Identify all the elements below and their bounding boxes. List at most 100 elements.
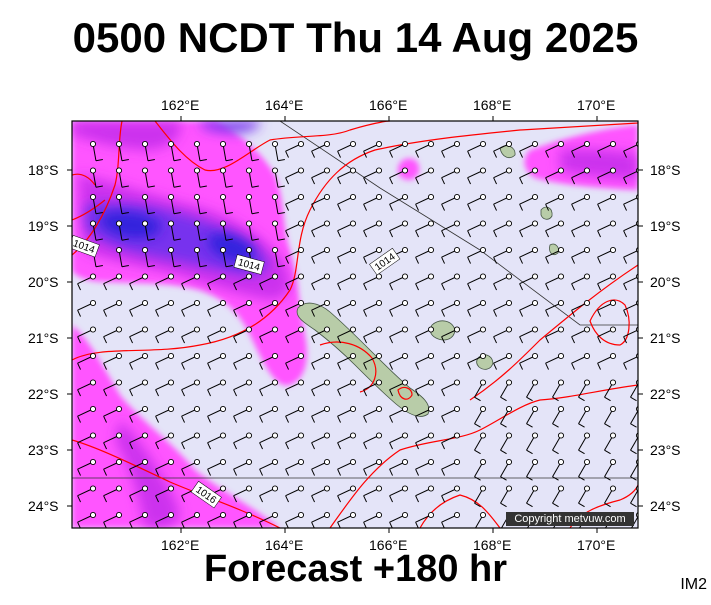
wind-barb-station: [505, 379, 513, 386]
lon-label-top: 164°E: [265, 97, 304, 113]
wind-barb-station: [141, 326, 149, 333]
wind-barb-feather: [129, 283, 134, 291]
wind-barb-station: [89, 326, 97, 333]
wind-barb-feather: [277, 185, 285, 188]
wind-barb-feather: [285, 203, 290, 211]
wind-barb-feather: [578, 396, 585, 402]
wind-barb-feather: [259, 336, 264, 344]
wind-barb-feather: [225, 185, 233, 188]
wind-barb-station: [271, 299, 279, 307]
wind-barb-station: [297, 352, 305, 360]
wind-barb-station: [557, 405, 565, 413]
wind-barb-feather: [103, 336, 108, 344]
wind-barb-feather: [623, 362, 628, 370]
wind-barb-station: [609, 352, 617, 360]
wind-barb-feather: [363, 495, 368, 503]
wind-barb-feather: [173, 238, 181, 241]
wind-barb-feather: [77, 415, 82, 423]
wind-barb-station: [375, 405, 383, 413]
wind-barb-feather: [207, 362, 212, 370]
wind-barb-feather: [207, 415, 212, 423]
wind-barb-station: [609, 140, 617, 148]
wind-barb-feather: [500, 396, 507, 402]
wind-barb-feather: [363, 389, 368, 397]
wind-barb-station: [297, 511, 305, 519]
wind-barb-station: [479, 485, 487, 492]
lat-label-right: 19°S: [650, 218, 681, 234]
wind-barb-station: [505, 220, 513, 227]
wind-barb-feather: [155, 362, 160, 370]
wind-barb-feather: [597, 309, 602, 317]
wind-barb-station: [635, 512, 638, 518]
wind-barb-feather: [147, 212, 155, 215]
wind-barb-feather: [225, 238, 233, 241]
wind-barb-station: [453, 352, 461, 360]
wind-barb-feather: [277, 212, 285, 215]
wind-barb-station: [427, 432, 435, 439]
wind-barb-feather: [173, 185, 181, 188]
wind-barb-station: [245, 458, 253, 466]
wind-barb-feather: [311, 389, 316, 397]
wind-barb-feather: [233, 309, 238, 317]
wind-barb-feather: [500, 502, 507, 508]
wind-barb-feather: [493, 150, 498, 158]
wind-barb-station: [505, 246, 513, 254]
wind-barb-station: [245, 352, 253, 360]
wind-barb-station: [297, 140, 305, 148]
wind-barb-station: [89, 140, 97, 148]
wind-barb-feather: [441, 336, 446, 344]
wind-barb-station: [453, 193, 461, 201]
wind-barb-feather: [571, 150, 576, 158]
tick-marks: [67, 116, 643, 533]
wind-barb-station: [479, 511, 487, 519]
wind-barb-station: [557, 167, 565, 174]
wind-barb-feather: [571, 177, 576, 185]
wind-barb-feather: [225, 265, 233, 268]
wind-barb-station: [193, 193, 201, 201]
wind-barb-station: [505, 432, 513, 439]
wind-barb-station: [167, 273, 175, 280]
wind-barb-station: [141, 273, 149, 280]
wind-barb-station: [115, 511, 123, 519]
wind-barb-feather: [467, 177, 472, 185]
wind-barb-station: [583, 299, 591, 307]
wind-barb-feather: [389, 230, 394, 238]
wind-barb-station: [323, 220, 331, 227]
wind-barb-station: [531, 352, 539, 360]
wind-barb-station: [167, 379, 175, 386]
wind-barb-station: [453, 326, 461, 333]
wind-barb-feather: [527, 530, 533, 534]
wind-barb-feather: [571, 362, 576, 370]
wind-barb-feather: [415, 177, 420, 185]
wind-barb-feather: [441, 495, 446, 503]
wind-barb-feather: [121, 159, 129, 162]
wind-barb-feather: [500, 449, 507, 455]
wind-barb-feather: [285, 415, 290, 423]
wind-barb-station: [219, 432, 227, 439]
wind-barb-feather: [121, 185, 129, 188]
wind-barb-station: [427, 485, 435, 492]
wind-barb-station: [401, 485, 409, 492]
wind-barb-station: [609, 379, 617, 386]
wind-barb-station: [609, 246, 617, 254]
wind-barb-feather: [173, 265, 181, 268]
wind-barb-station: [271, 140, 279, 148]
wind-barb-feather: [363, 362, 368, 370]
mare-island: [476, 354, 494, 370]
wind-barb-feather: [285, 495, 290, 503]
wind-barb-station: [115, 273, 123, 280]
wind-barb-station: [531, 246, 539, 254]
wind-barb-station: [635, 273, 638, 280]
wind-barb-feather: [415, 150, 420, 158]
wind-barb-station: [219, 167, 227, 174]
wind-barb-station: [349, 299, 357, 307]
lon-label-top: 168°E: [473, 97, 512, 113]
wind-barb-feather: [597, 362, 602, 370]
wind-barb-station: [453, 220, 461, 227]
wind-barb-station: [531, 140, 539, 148]
wind-barb-feather: [604, 423, 611, 428]
wind-barb-feather: [578, 449, 585, 455]
wind-barb-station: [245, 511, 253, 519]
wind-barb-station: [609, 326, 617, 333]
wind-barb-feather: [571, 283, 576, 291]
